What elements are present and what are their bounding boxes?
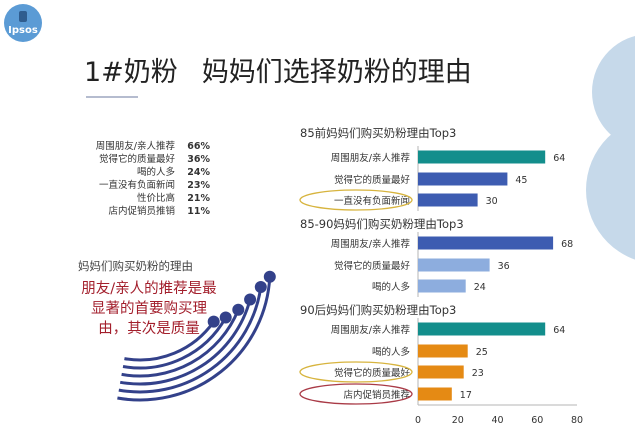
ipsos-logo: Ipsos <box>4 4 42 42</box>
radial-pct: 23% <box>187 180 210 191</box>
radial-label: 喝的人多 <box>136 167 175 178</box>
radial-label: 店内促销员推销 <box>108 206 175 217</box>
radial-arc-cap <box>232 303 245 316</box>
title-main: 妈妈们选择奶粉的理由 <box>201 57 472 88</box>
radial-arc <box>121 309 240 378</box>
radial-arc <box>118 286 263 394</box>
deco-circle <box>586 120 635 260</box>
radial-caption: 妈妈们购买奶粉的理由 <box>78 259 193 273</box>
bar-value-label: 64 <box>553 153 565 164</box>
bar-value-label: 45 <box>515 175 527 186</box>
conclusion-line: 朋友/亲人的推荐是最 <box>81 281 217 297</box>
radial-row: 周围朋友/亲人推荐 66% <box>20 141 210 153</box>
page-title: 1#奶粉 妈妈们选择奶粉的理由 <box>84 50 472 88</box>
bar-value-label: 23 <box>472 368 484 379</box>
bar-category-label: 喝的人多 <box>372 281 410 293</box>
radial-row: 觉得它的质量最好 36% <box>20 154 210 166</box>
radial-pct: 36% <box>187 154 210 165</box>
conclusion-line: 由，其次是质量 <box>98 321 200 337</box>
bar-category-label: 觉得它的质量最好 <box>334 174 411 186</box>
bar-category-label: 觉得它的质量最好 <box>334 367 411 379</box>
highlight-outline <box>299 361 413 383</box>
highlight-outline <box>299 189 413 211</box>
bar-category-label: 周围朋友/亲人推荐 <box>331 324 411 336</box>
deco-circle <box>592 35 635 149</box>
highlight-outline <box>299 383 413 405</box>
x-tick-label: 0 <box>415 415 421 426</box>
radial-arc-cap <box>207 315 220 328</box>
radial-arc-cap <box>254 281 267 293</box>
radial-pct: 11% <box>187 206 210 217</box>
bar <box>418 365 464 379</box>
bar-value-label: 64 <box>553 325 565 336</box>
radial-arc <box>117 276 272 402</box>
bar <box>418 172 508 186</box>
bar-category-label: 店内促销员推荐 <box>343 389 410 401</box>
bar <box>418 322 546 336</box>
radial-arc <box>122 316 228 370</box>
radial-arc <box>124 320 215 362</box>
bar <box>418 236 554 250</box>
radial-pct: 66% <box>187 141 210 152</box>
bar <box>418 279 466 293</box>
bar-category-label: 周围朋友/亲人推荐 <box>331 152 411 164</box>
radial-label: 一直没有负面新闻 <box>98 180 175 191</box>
chart-group-title: 85-90妈妈们购买奶粉理由Top3 <box>300 217 464 231</box>
radial-row: 店内促销员推销 11% <box>20 206 210 218</box>
logo-mark <box>19 11 27 22</box>
bar <box>418 193 478 207</box>
title-model: 1#奶粉 <box>84 57 178 88</box>
radial-row: 性价比高 21% <box>20 193 210 205</box>
bar-value-label: 36 <box>498 261 510 272</box>
bar-category-label: 喝的人多 <box>372 346 410 358</box>
radial-arc <box>119 299 252 386</box>
radial-pct: 21% <box>187 193 210 204</box>
x-tick-label: 20 <box>452 415 464 426</box>
logo-text: Ipsos <box>8 25 38 36</box>
bar <box>418 344 468 358</box>
conclusion-text: 朋友/亲人的推荐是最 显著的首要购买理 由，其次是质量 <box>60 279 238 339</box>
radial-row: 一直没有负面新闻 23% <box>20 180 210 192</box>
bar-value-label: 68 <box>561 239 573 250</box>
radial-arc-cap <box>263 270 276 283</box>
bar <box>418 150 546 164</box>
bar-category-label: 觉得它的质量最好 <box>334 260 411 272</box>
x-tick-label: 80 <box>571 415 583 426</box>
bar-category-label: 周围朋友/亲人推荐 <box>331 238 411 250</box>
radial-label: 性价比高 <box>136 193 175 204</box>
radial-label: 周围朋友/亲人推荐 <box>95 141 175 152</box>
bar-value-label: 30 <box>486 196 498 207</box>
bar-value-label: 24 <box>474 282 486 293</box>
radial-arc-cap <box>219 311 232 324</box>
bar <box>418 387 452 401</box>
bar-category-label: 一直没有负面新闻 <box>334 195 410 207</box>
x-tick-label: 60 <box>531 415 543 426</box>
radial-pct: 24% <box>187 167 210 178</box>
bar-value-label: 17 <box>460 390 472 401</box>
title-underline <box>86 96 138 98</box>
radial-row: 喝的人多 24% <box>20 167 210 179</box>
radial-arc-cap <box>244 293 257 306</box>
bar <box>418 258 490 272</box>
chart-group-title: 90后妈妈们购买奶粉理由Top3 <box>300 303 456 317</box>
x-tick-label: 40 <box>491 415 503 426</box>
bar-value-label: 25 <box>476 347 488 358</box>
radial-label: 觉得它的质量最好 <box>98 154 175 165</box>
chart-group-title: 85前妈妈们购买奶粉理由Top3 <box>300 126 456 140</box>
conclusion-line: 显著的首要购买理 <box>91 301 207 317</box>
